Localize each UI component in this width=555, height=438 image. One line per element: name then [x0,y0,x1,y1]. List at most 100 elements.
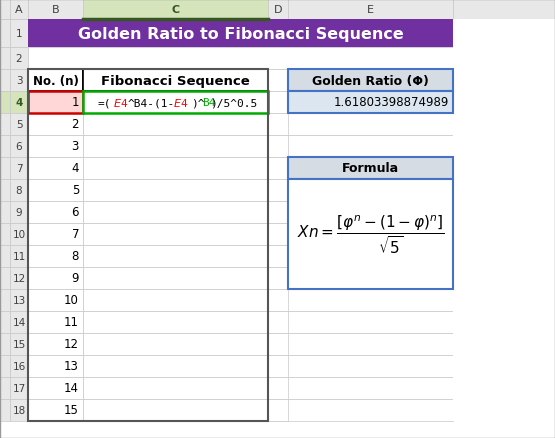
Bar [0,290,10,311]
Bar [28,70,83,92]
Bar [10,245,28,267]
Text: B: B [52,5,59,15]
Text: 4: 4 [72,162,79,175]
Bar [453,180,555,201]
Bar [28,114,83,136]
Bar [453,377,555,399]
Bar [83,311,268,333]
Bar [28,245,453,267]
Bar [453,223,555,245]
Bar [288,92,453,114]
Bar [28,92,83,114]
Bar [83,0,268,20]
Bar [28,70,268,421]
Bar [453,355,555,377]
Text: 8: 8 [72,250,79,263]
Bar [10,70,28,92]
Text: 7: 7 [72,228,79,241]
Bar [10,290,28,311]
Text: 13: 13 [12,295,26,305]
Text: 4: 4 [16,98,23,108]
Bar [28,92,453,114]
Bar [453,70,555,92]
Bar [453,399,555,421]
Bar [268,201,288,223]
Bar [28,355,453,377]
Bar [28,223,83,245]
Bar [10,180,28,201]
Text: 17: 17 [12,383,26,393]
Bar [268,92,288,114]
Bar [28,290,83,311]
Bar [453,48,555,70]
Bar [0,399,10,421]
Text: 2: 2 [72,118,79,131]
Bar [28,245,83,267]
Text: Formula: Formula [342,162,399,175]
Bar [83,136,268,158]
Bar [28,333,83,355]
Text: E: E [367,5,374,15]
Text: 18: 18 [12,405,26,415]
Bar [10,114,28,136]
Bar [288,158,453,180]
Bar [268,355,288,377]
Bar [83,114,268,136]
Bar [28,158,83,180]
Bar [10,223,28,245]
Bar [10,311,28,333]
Bar [0,0,439,438]
Text: C: C [171,5,180,15]
Bar [28,136,453,158]
Bar [28,355,83,377]
Bar [28,201,453,223]
Bar [453,290,555,311]
Text: 3: 3 [72,140,79,153]
Bar [28,136,83,158]
Text: B4: B4 [202,98,215,108]
Bar [83,399,268,421]
Text: 13: 13 [64,360,79,373]
Text: $E$4: $E$4 [173,97,189,109]
Bar [28,201,83,223]
Text: D: D [274,5,282,15]
Bar [0,70,10,92]
Text: 14: 14 [12,317,26,327]
Bar [453,158,555,180]
Bar [453,267,555,290]
Text: )/5^0.5: )/5^0.5 [210,98,257,108]
Bar [10,201,28,223]
Bar [268,377,288,399]
Text: 3: 3 [16,76,22,86]
Text: 15: 15 [64,403,79,417]
Bar [83,245,268,267]
Bar [0,201,10,223]
Text: Fibonacci Sequence: Fibonacci Sequence [101,74,250,87]
Text: 1: 1 [72,96,79,109]
Text: 9: 9 [72,272,79,285]
Bar [83,333,268,355]
Bar [453,201,555,223]
Text: 10: 10 [64,294,79,307]
Bar [0,0,10,20]
Bar [268,267,288,290]
Bar [268,399,288,421]
Bar [28,223,453,245]
Text: 6: 6 [16,141,22,152]
Text: Golden Ratio to Fibonacci Sequence: Golden Ratio to Fibonacci Sequence [78,26,403,42]
Bar [10,0,28,20]
Bar [268,70,288,92]
Text: $E$4: $E$4 [113,97,128,109]
Text: 15: 15 [12,339,26,349]
Bar [83,180,268,201]
Bar [28,70,453,92]
Bar [83,377,268,399]
Bar [10,377,28,399]
Bar [288,0,453,20]
Bar [28,377,453,399]
Bar [83,201,268,223]
Bar [28,158,453,180]
Bar [28,180,83,201]
Bar [10,158,28,180]
Text: 1.61803398874989: 1.61803398874989 [334,96,449,109]
